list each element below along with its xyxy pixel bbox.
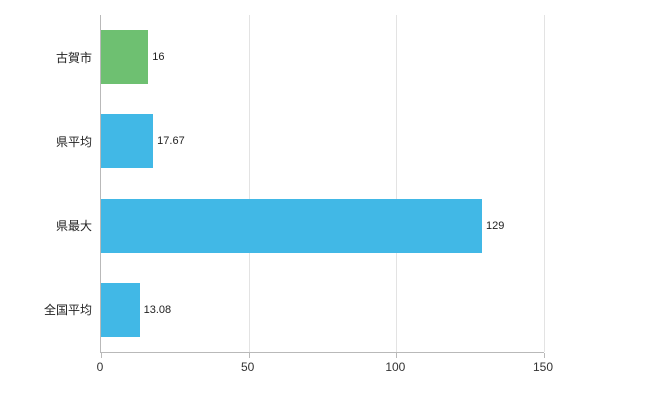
tick-mark-100	[396, 353, 398, 358]
value-label: 129	[485, 219, 505, 232]
gridline-150	[544, 15, 545, 352]
value-label: 16	[152, 51, 165, 64]
x-tick-label: 100	[385, 360, 406, 374]
tick-mark-50	[248, 353, 250, 358]
gridline-100	[396, 15, 398, 352]
x-tick-label: 0	[96, 360, 104, 374]
category-label: 全国平均	[43, 303, 92, 318]
bar-row: 129	[101, 184, 544, 268]
tick-mark-0	[101, 353, 102, 358]
y-axis-category-labels: 古賀市県平均県最大全国平均	[0, 15, 92, 352]
bar-全国平均	[101, 282, 140, 337]
bar-row: 17.67	[101, 99, 544, 183]
bar-row: 16	[101, 15, 544, 99]
value-label: 13.08	[143, 303, 172, 316]
bar-県最大	[101, 198, 482, 253]
x-tick-label: 150	[532, 360, 554, 374]
category-label: 県平均	[55, 134, 92, 149]
category-label: 古賀市	[55, 50, 92, 65]
tick-mark-150	[544, 353, 545, 358]
x-axis-tick-labels: 0 50 100 150	[96, 360, 553, 380]
x-tick-label: 50	[240, 360, 255, 374]
plot-area: 16 17.67 129 13.08	[100, 15, 545, 358]
bar-row: 13.08	[101, 268, 544, 352]
bar-rows: 16 17.67 129 13.08	[101, 15, 544, 352]
bar-古賀市	[101, 30, 149, 85]
bar-県平均	[101, 114, 154, 169]
category-label: 県最大	[55, 219, 92, 234]
value-label: 17.67	[157, 135, 185, 148]
gridline-50	[248, 15, 250, 352]
